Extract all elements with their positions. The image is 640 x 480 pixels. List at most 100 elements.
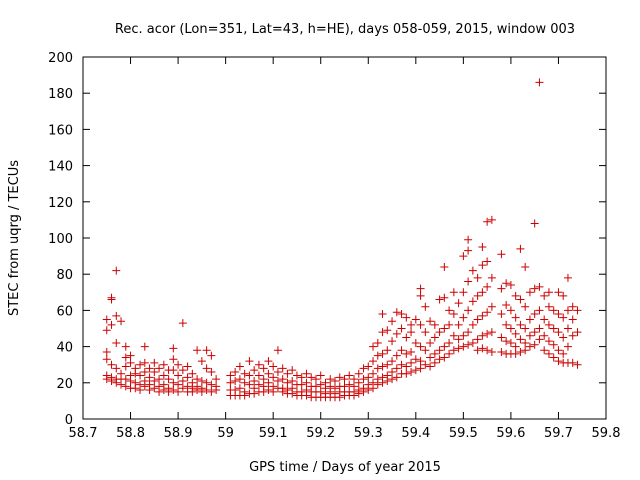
data-point: [459, 288, 468, 297]
data-point: [525, 315, 534, 324]
data-point: [102, 375, 111, 384]
data-point: [525, 288, 534, 297]
data-point: [397, 346, 406, 355]
data-point: [150, 367, 159, 376]
data-point: [440, 293, 449, 302]
data-point: [126, 358, 135, 367]
data-point: [392, 329, 401, 338]
data-point: [511, 342, 520, 351]
data-point: [435, 355, 444, 364]
data-point: [554, 357, 563, 366]
data-point: [506, 324, 515, 333]
data-point: [497, 333, 506, 342]
data-point: [540, 315, 549, 324]
data-point: [107, 376, 116, 385]
data-point: [383, 326, 392, 335]
data-point: [449, 288, 458, 297]
data-point: [102, 348, 111, 357]
data-point: [483, 329, 492, 338]
data-point: [378, 362, 387, 371]
data-point: [478, 243, 487, 252]
y-tick-label: 160: [48, 123, 73, 138]
data-point: [573, 306, 582, 315]
x-tick-label: 59.6: [496, 426, 525, 441]
data-point: [563, 306, 572, 315]
data-point: [302, 378, 311, 387]
data-point: [364, 373, 373, 382]
data-point: [554, 346, 563, 355]
data-point: [378, 328, 387, 337]
data-point: [212, 375, 221, 384]
data-point: [559, 291, 568, 300]
data-point: [283, 369, 292, 378]
data-point: [121, 353, 130, 362]
data-point: [250, 389, 259, 398]
data-point: [559, 349, 568, 358]
data-point: [226, 371, 235, 380]
data-point: [369, 342, 378, 351]
data-point: [388, 367, 397, 376]
data-point: [121, 382, 130, 391]
data-point: [440, 262, 449, 271]
data-point: [155, 364, 164, 373]
data-point: [407, 320, 416, 329]
data-point: [264, 369, 273, 378]
data-point: [202, 346, 211, 355]
data-point: [497, 250, 506, 259]
data-point: [407, 348, 416, 357]
data-point: [445, 349, 454, 358]
data-point: [497, 284, 506, 293]
data-point: [454, 299, 463, 308]
data-point: [430, 349, 439, 358]
data-point: [140, 342, 149, 351]
data-point: [445, 320, 454, 329]
x-tick-label: 58.9: [164, 426, 193, 441]
data-point: [487, 215, 496, 224]
data-point: [435, 328, 444, 337]
y-tick-label: 180: [48, 87, 73, 102]
data-point: [107, 295, 116, 304]
data-point: [112, 364, 121, 373]
data-point: [559, 333, 568, 342]
data-point: [159, 371, 168, 380]
data-point: [563, 342, 572, 351]
data-point: [131, 384, 140, 393]
data-point: [487, 302, 496, 311]
data-point: [245, 371, 254, 380]
data-point: [388, 375, 397, 384]
data-point: [473, 315, 482, 324]
data-point: [521, 346, 530, 355]
data-point: [140, 382, 149, 391]
x-axis-label: GPS time / Days of year 2015: [249, 460, 441, 475]
data-point: [117, 317, 126, 326]
data-point: [392, 364, 401, 373]
data-point: [416, 291, 425, 300]
data-point: [269, 387, 278, 396]
data-point: [478, 344, 487, 353]
data-point: [554, 310, 563, 319]
data-point: [364, 386, 373, 395]
data-point: [502, 279, 511, 288]
data-point: [554, 328, 563, 337]
data-point: [254, 371, 263, 380]
data-point: [506, 281, 515, 290]
data-point: [178, 376, 187, 385]
data-point: [421, 302, 430, 311]
data-point: [273, 367, 282, 376]
data-point: [516, 320, 525, 329]
data-point: [573, 328, 582, 337]
data-point: [454, 320, 463, 329]
data-point: [245, 380, 254, 389]
data-point: [535, 324, 544, 333]
data-point: [478, 331, 487, 340]
data-point: [449, 310, 458, 319]
data-point: [459, 331, 468, 340]
data-point: [354, 378, 363, 387]
data-point: [107, 320, 116, 329]
data-point: [231, 367, 240, 376]
data-point: [254, 360, 263, 369]
data-point: [326, 375, 335, 384]
data-points: [102, 78, 582, 402]
data-point: [169, 366, 178, 375]
